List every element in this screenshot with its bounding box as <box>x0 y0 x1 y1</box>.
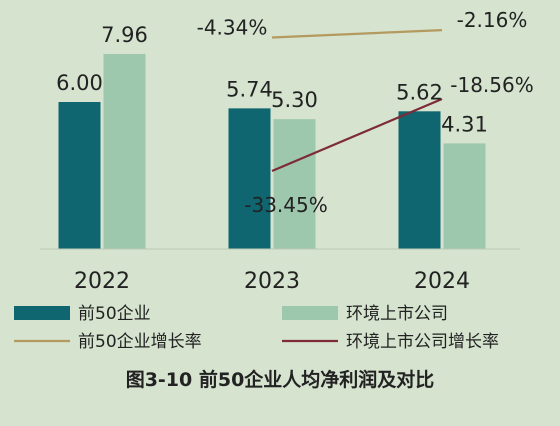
legend-label: 环境上市公司增长率 <box>346 332 499 352</box>
rate-value-label: -18.56% <box>450 73 533 97</box>
chart-caption: 图3-10 前50企业人均净利润及对比 <box>126 368 435 391</box>
labels-layer: 6.00 5.74 5.62 7.96 5.30 4.31 -4.34% -2.16% -33.… <box>56 8 534 217</box>
legend-label: 环境上市公司 <box>346 304 448 324</box>
x-ticks: 2022 2023 2024 <box>74 269 470 294</box>
bar-value-label: 7.96 <box>101 23 148 47</box>
rate-line <box>271 97 443 173</box>
bar-value-label: 5.62 <box>396 80 443 104</box>
x-tick-label: 2023 <box>244 269 300 294</box>
legend-label: 前50企业增长率 <box>78 332 202 352</box>
bar <box>398 111 441 249</box>
rate-value-label: -2.16% <box>457 8 528 32</box>
bar <box>443 143 486 249</box>
rate-value-label: -33.45% <box>244 193 327 217</box>
legend-label: 前50企业 <box>78 304 151 324</box>
lines-layer <box>271 29 443 173</box>
bar-value-label: 5.30 <box>271 88 318 112</box>
x-tick-label: 2024 <box>414 269 470 294</box>
bar <box>103 53 146 250</box>
bars-layer <box>58 53 486 250</box>
bar-value-label: 6.00 <box>56 71 103 95</box>
bar <box>273 119 316 250</box>
bar <box>58 102 101 249</box>
bar-value-label: 4.31 <box>441 112 488 136</box>
legend-swatch <box>14 306 70 320</box>
rate-line <box>271 29 443 39</box>
bar <box>228 108 271 250</box>
rate-value-label: -4.34% <box>197 16 268 40</box>
bar-value-label: 5.74 <box>226 77 273 101</box>
x-tick-label: 2022 <box>74 269 130 294</box>
legend-swatch <box>282 306 338 320</box>
